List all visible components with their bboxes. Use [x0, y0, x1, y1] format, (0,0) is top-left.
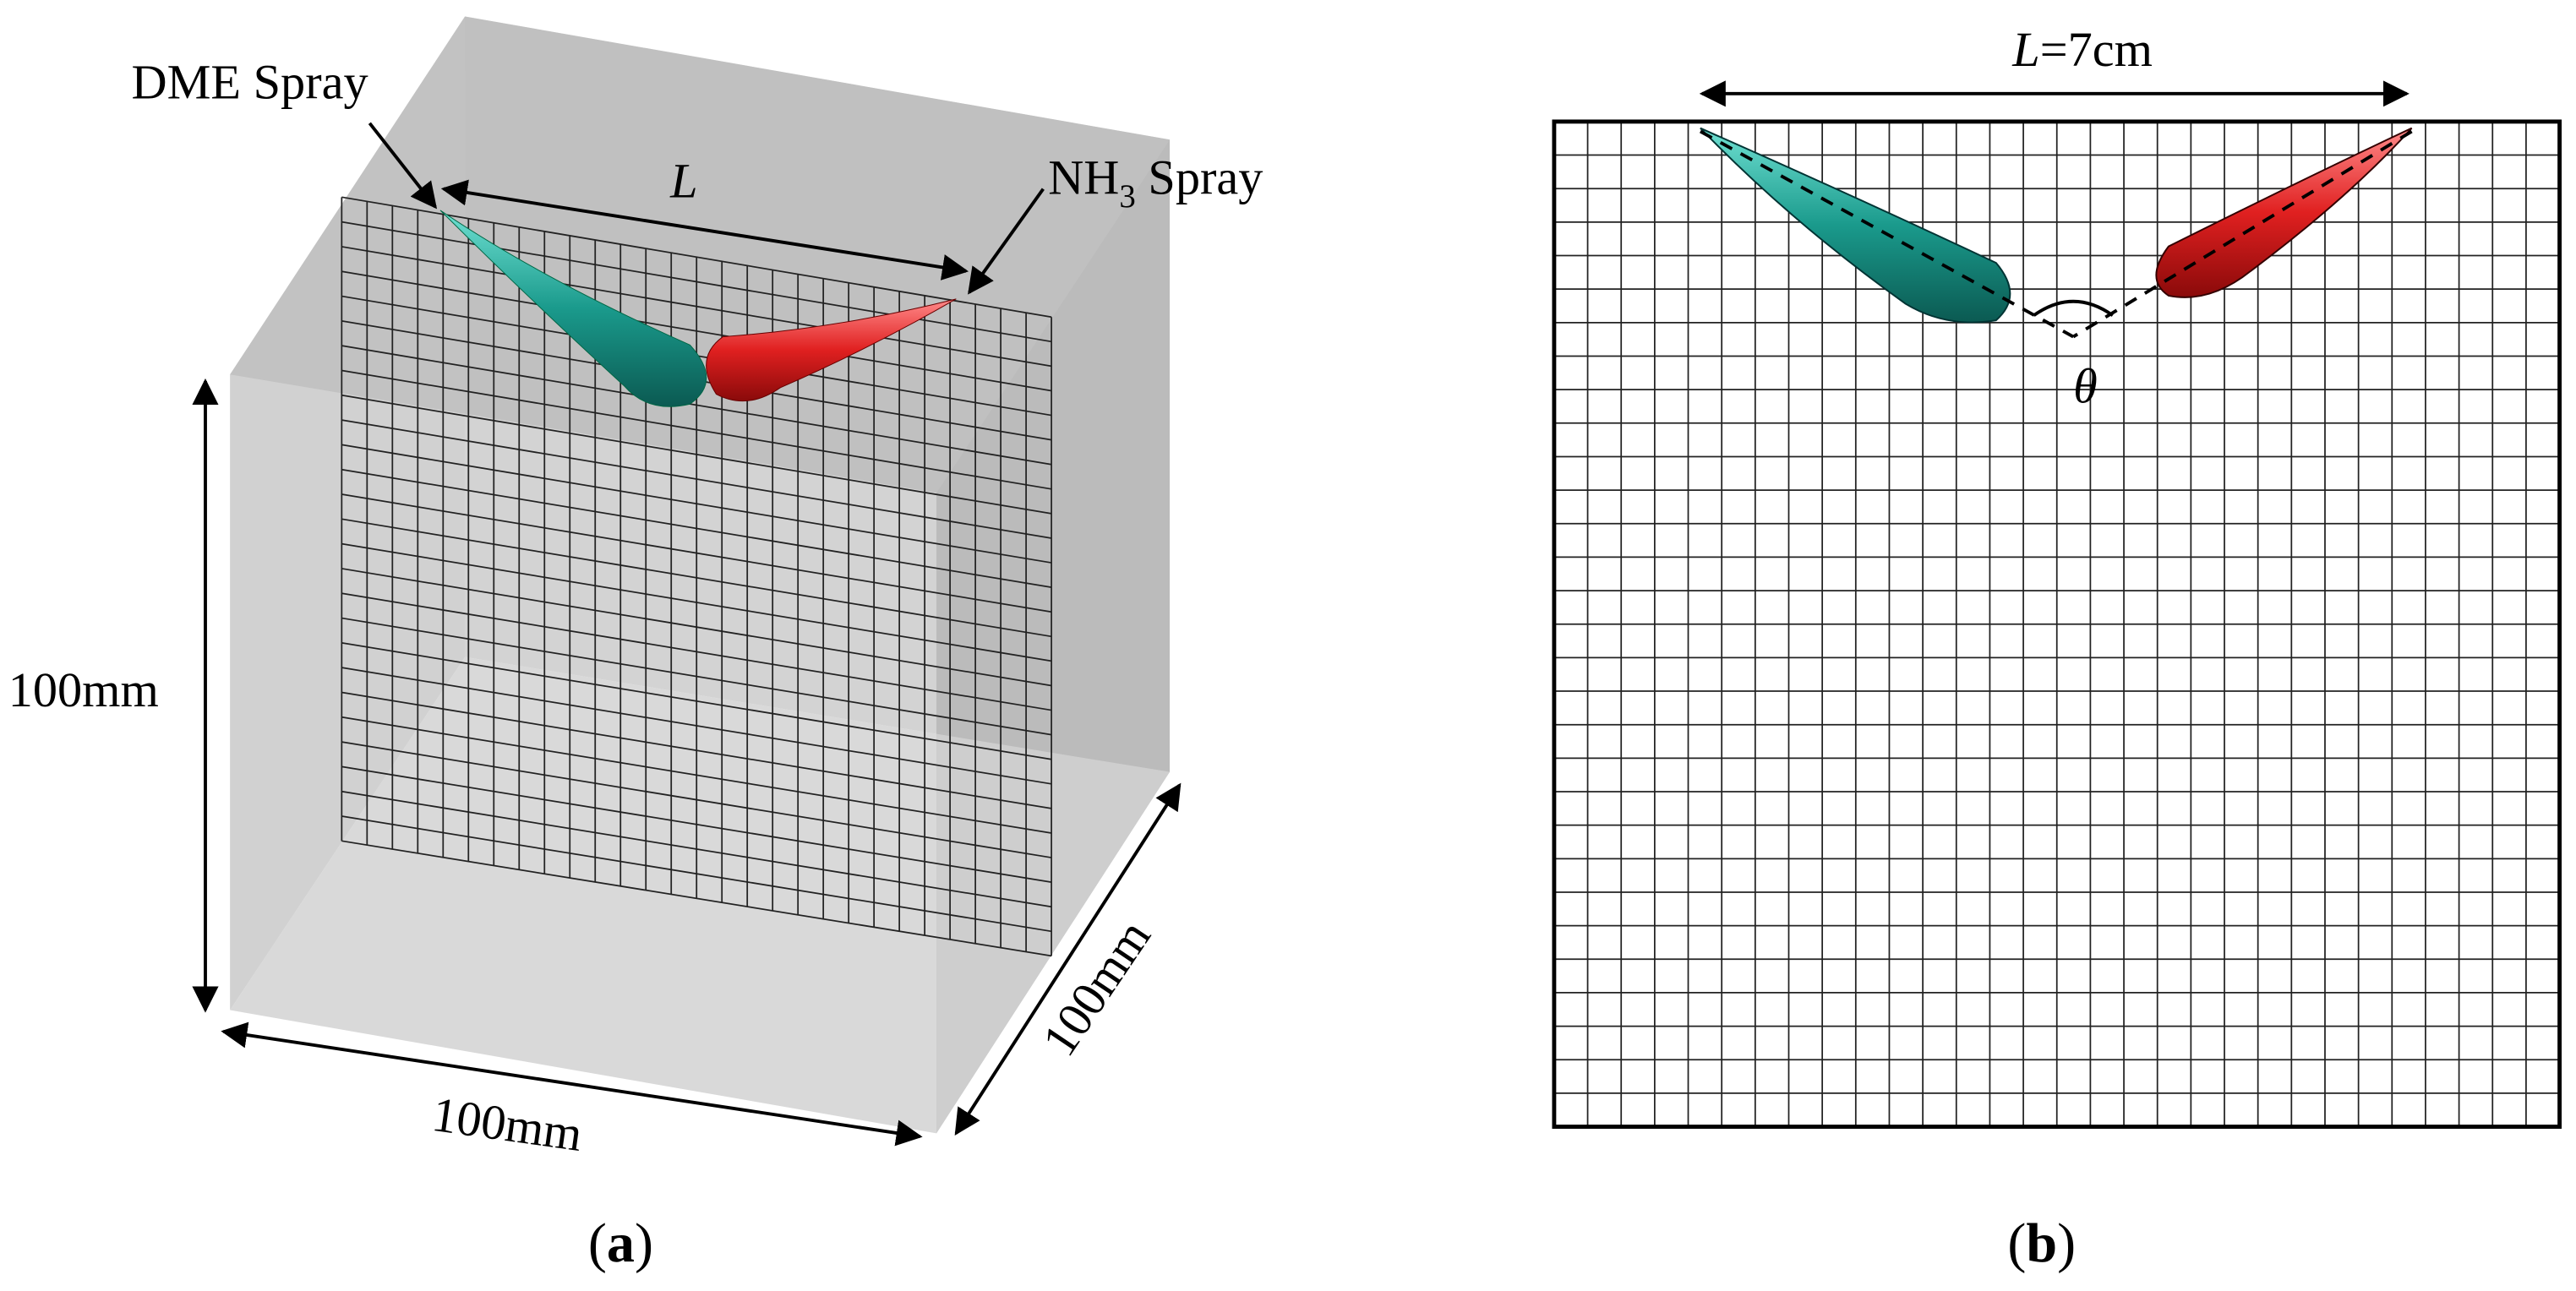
mesh-line — [341, 542, 1052, 662]
mesh-line — [341, 592, 1052, 711]
mesh-line — [341, 741, 1052, 858]
dimension-arrows — [192, 122, 1182, 1147]
mesh-line — [341, 518, 1052, 638]
dme-label: DME Spray — [132, 55, 368, 110]
nh3-base: NH — [1048, 150, 1119, 204]
caption-letter: a — [607, 1212, 635, 1274]
mesh-line — [341, 815, 1052, 933]
caption-open: ( — [2007, 1212, 2026, 1274]
caption-open: ( — [588, 1212, 607, 1274]
mesh-line — [341, 369, 1052, 490]
sprays-2d — [1699, 127, 2413, 339]
mesh-line — [341, 444, 1052, 564]
length-var: L — [2011, 22, 2039, 77]
caption-letter: b — [2026, 1212, 2057, 1274]
mesh-line — [341, 840, 1052, 957]
length-rest: =7cm — [2040, 22, 2153, 77]
caption-a: (a) — [588, 1212, 653, 1274]
height-label: 100mm — [8, 662, 159, 717]
caption-b: (b) — [2007, 1212, 2076, 1274]
domain-border — [1552, 119, 2562, 1129]
length-label-b: L=7cm — [2011, 22, 2153, 77]
mesh-line — [341, 345, 1052, 466]
mesh-line — [341, 568, 1052, 687]
mesh-line — [341, 790, 1052, 908]
mesh-line — [341, 641, 1052, 760]
domain-box — [230, 16, 1171, 1134]
caption-close: ) — [2057, 1212, 2076, 1274]
length-label: L — [669, 153, 697, 208]
nh3-sub: 3 — [1119, 178, 1135, 215]
nh3-rest: Spray — [1136, 150, 1263, 204]
mesh-line — [341, 468, 1052, 589]
mesh-line — [341, 667, 1052, 785]
mesh-plane — [341, 196, 1052, 957]
mesh-line — [341, 691, 1052, 809]
mesh-line — [341, 493, 1052, 613]
mesh-line — [341, 419, 1052, 539]
caption-close: ) — [635, 1212, 653, 1274]
mesh-line — [341, 716, 1052, 834]
mesh-line — [341, 394, 1052, 515]
angle-label: θ — [2073, 358, 2098, 413]
mesh-line — [341, 617, 1052, 736]
mesh-2d — [1553, 121, 2561, 1128]
mesh-line — [341, 270, 1052, 392]
nh3-label: NH3 Spray — [1048, 150, 1263, 215]
width-label: 100mm — [428, 1087, 585, 1162]
mesh-line — [341, 765, 1052, 884]
